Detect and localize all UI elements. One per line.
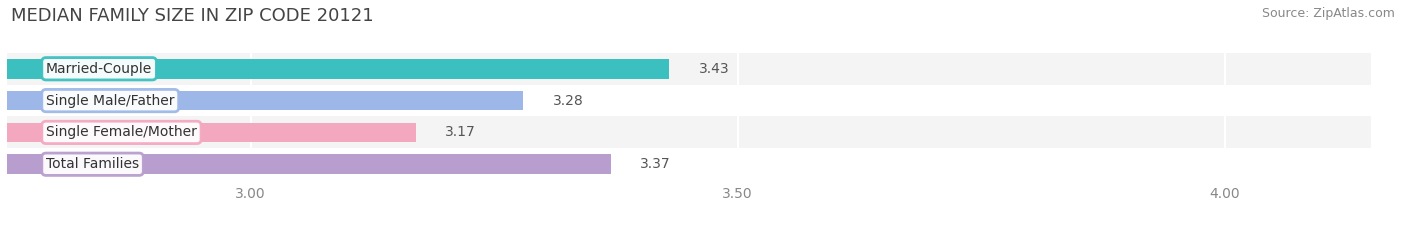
Text: Total Families: Total Families: [46, 157, 139, 171]
Text: 3.28: 3.28: [553, 94, 583, 108]
Text: MEDIAN FAMILY SIZE IN ZIP CODE 20121: MEDIAN FAMILY SIZE IN ZIP CODE 20121: [11, 7, 374, 25]
Bar: [7, 154, 612, 174]
Bar: [7, 91, 523, 110]
Text: 3.43: 3.43: [699, 62, 730, 76]
Bar: [7, 123, 416, 142]
Bar: [7, 53, 1371, 85]
Bar: [7, 116, 1371, 148]
Text: Source: ZipAtlas.com: Source: ZipAtlas.com: [1261, 7, 1395, 20]
Bar: [7, 148, 1371, 180]
Text: Single Female/Mother: Single Female/Mother: [46, 125, 197, 139]
Text: 3.17: 3.17: [446, 125, 477, 139]
Bar: [7, 85, 1371, 116]
Text: Married-Couple: Married-Couple: [46, 62, 152, 76]
Bar: [7, 59, 669, 79]
Text: Single Male/Father: Single Male/Father: [46, 94, 174, 108]
Text: 3.37: 3.37: [640, 157, 671, 171]
